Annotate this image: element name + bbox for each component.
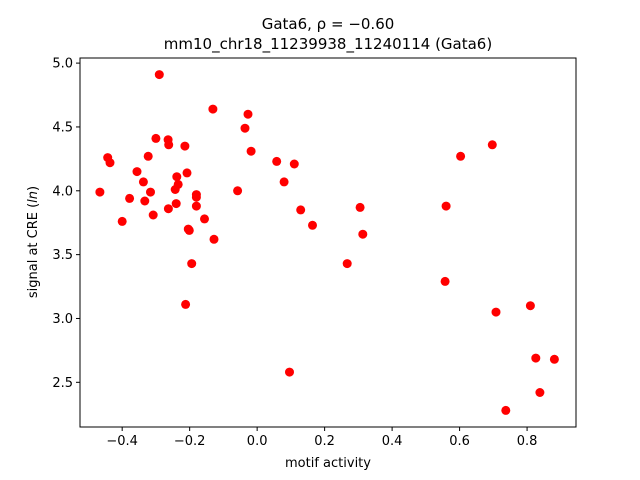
data-point bbox=[163, 204, 173, 214]
y-tick-label: 5.0 bbox=[52, 57, 73, 72]
data-point bbox=[172, 172, 182, 182]
data-point bbox=[173, 179, 183, 189]
data-point bbox=[143, 151, 153, 161]
data-point bbox=[525, 301, 535, 311]
y-tick-label: 4.0 bbox=[52, 184, 73, 199]
x-axis-label: motif activity bbox=[285, 456, 371, 471]
x-tick-label: 0.4 bbox=[382, 434, 403, 449]
data-point bbox=[171, 199, 181, 209]
data-point bbox=[549, 354, 559, 364]
y-tick-label: 3.5 bbox=[52, 248, 73, 263]
data-point bbox=[95, 187, 105, 197]
data-point bbox=[296, 205, 306, 215]
data-point bbox=[140, 196, 150, 206]
x-tick-label: 0.0 bbox=[247, 434, 268, 449]
data-point bbox=[535, 388, 545, 397]
data-point bbox=[148, 210, 158, 220]
x-tick-label: −0.4 bbox=[106, 434, 138, 449]
data-point bbox=[154, 70, 164, 80]
data-point bbox=[209, 234, 219, 244]
data-points bbox=[95, 70, 559, 415]
data-point bbox=[491, 307, 501, 317]
y-tick-label: 4.5 bbox=[52, 120, 73, 135]
data-point bbox=[125, 193, 135, 203]
data-point bbox=[308, 220, 317, 230]
data-point bbox=[440, 276, 450, 286]
data-point bbox=[501, 405, 511, 415]
chart-title-line1: Gata6, ρ = −0.60 bbox=[262, 15, 395, 33]
data-point bbox=[240, 123, 250, 133]
data-point bbox=[132, 167, 142, 177]
data-point bbox=[105, 158, 115, 168]
x-tick-label: 0.8 bbox=[517, 434, 538, 449]
data-point bbox=[138, 177, 148, 187]
data-point bbox=[146, 187, 155, 197]
y-axis-label: signal at CRE (ln) bbox=[26, 186, 41, 298]
data-point bbox=[279, 177, 289, 187]
x-tick-label: 0.6 bbox=[449, 434, 470, 449]
data-point bbox=[456, 151, 466, 161]
data-point bbox=[191, 201, 201, 211]
data-point bbox=[180, 141, 190, 151]
data-point bbox=[117, 216, 127, 226]
data-point bbox=[187, 259, 197, 269]
y-axis-label-italic: ln bbox=[26, 191, 41, 203]
x-tick-label: 0.2 bbox=[314, 434, 335, 449]
data-point bbox=[272, 156, 282, 166]
data-point bbox=[191, 192, 201, 202]
data-point bbox=[164, 140, 174, 150]
data-point bbox=[285, 367, 294, 377]
y-axis-label-prefix: signal at CRE ( bbox=[26, 203, 41, 298]
data-point bbox=[487, 140, 497, 150]
data-point bbox=[233, 186, 243, 196]
y-axis-label-suffix: ) bbox=[26, 186, 41, 191]
data-point bbox=[200, 214, 209, 224]
data-point bbox=[181, 299, 191, 309]
data-point bbox=[289, 159, 299, 169]
y-tick-label: 3.0 bbox=[52, 312, 73, 327]
data-point bbox=[151, 133, 161, 143]
x-axis-ticks: −0.4 −0.2 0.0 0.2 0.4 0.6 0.8 bbox=[106, 427, 537, 449]
plot-area-frame bbox=[79, 57, 577, 428]
data-point bbox=[243, 109, 253, 119]
data-point bbox=[246, 146, 256, 156]
data-point bbox=[355, 202, 365, 212]
data-point bbox=[342, 259, 352, 269]
data-point bbox=[441, 201, 451, 211]
data-point bbox=[358, 229, 368, 239]
data-point bbox=[184, 225, 194, 235]
data-point bbox=[531, 353, 541, 363]
data-point bbox=[182, 168, 192, 178]
data-point bbox=[208, 104, 218, 114]
chart-title-line2: mm10_chr18_11239938_11240114 (Gata6) bbox=[164, 35, 492, 54]
y-axis-ticks: 2.5 3.0 3.5 4.0 4.5 5.0 bbox=[52, 57, 80, 391]
x-tick-label: −0.2 bbox=[174, 434, 206, 449]
y-tick-label: 2.5 bbox=[52, 376, 73, 391]
